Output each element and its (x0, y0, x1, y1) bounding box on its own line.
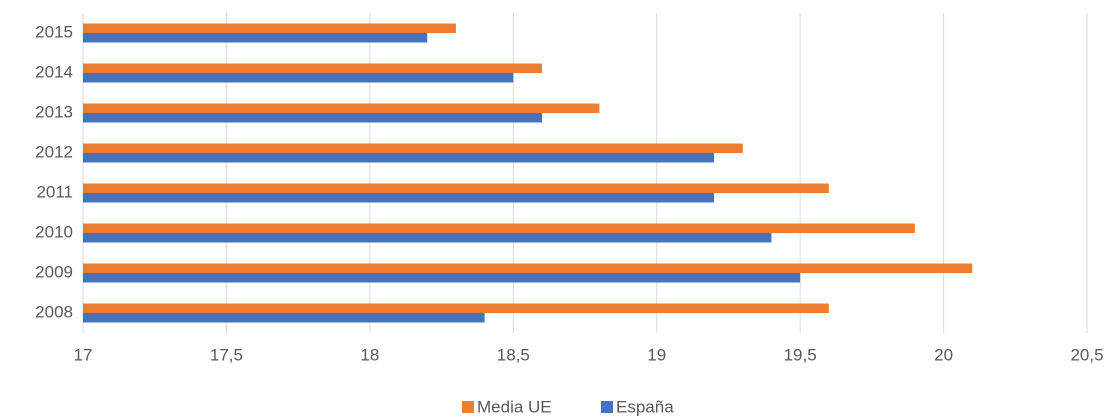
x-tick-label: 19,5 (784, 345, 817, 364)
legend-label: Media UE (477, 397, 552, 416)
bar (83, 313, 485, 323)
y-tick-label: 2015 (35, 22, 73, 41)
bar (83, 223, 915, 233)
y-tick-label: 2014 (35, 62, 73, 81)
x-tick-label: 17,5 (210, 345, 243, 364)
bar (83, 23, 456, 33)
y-tick-label: 2011 (36, 182, 73, 201)
bar (83, 33, 428, 43)
bar (83, 73, 514, 83)
y-tick-label: 2009 (35, 262, 73, 281)
bar (83, 273, 801, 283)
y-tick-label: 2010 (35, 222, 73, 241)
bar (83, 193, 715, 203)
bar (83, 63, 542, 73)
x-tick-label: 18,5 (497, 345, 530, 364)
bar (83, 113, 542, 123)
bar (83, 103, 600, 113)
bar (83, 303, 829, 313)
bar (83, 183, 829, 193)
y-tick-label: 2013 (35, 102, 73, 121)
x-tick-label: 20 (934, 345, 953, 364)
x-tick-label: 20,5 (1070, 345, 1103, 364)
bar (83, 263, 973, 273)
bar (83, 233, 772, 243)
bar (83, 153, 715, 163)
bar (83, 143, 743, 153)
y-tick-label: 2012 (35, 142, 73, 161)
legend-label: España (616, 397, 674, 416)
y-tick-label: 2008 (35, 302, 73, 321)
x-tick-label: 17 (74, 345, 93, 364)
x-tick-label: 18 (360, 345, 379, 364)
legend-swatch (462, 401, 474, 413)
legend-swatch (601, 401, 613, 413)
x-tick-label: 19 (647, 345, 666, 364)
